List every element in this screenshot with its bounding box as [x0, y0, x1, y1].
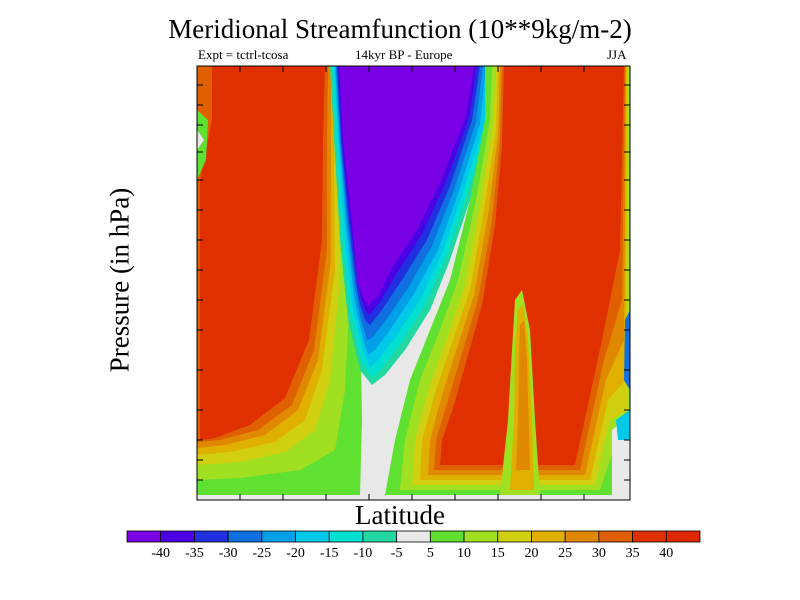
- y-ticks: [197, 84, 630, 481]
- left-edge-notch: [197, 110, 208, 180]
- colorbar-tick-label: 5: [427, 546, 434, 561]
- colorbar-swatch: [396, 530, 431, 543]
- x-axis-label: Latitude: [355, 500, 445, 530]
- x-ticks: [239, 66, 585, 500]
- colorbar-swatch: [632, 530, 667, 543]
- colorbar-swatch: [429, 530, 465, 543]
- colorbar-tick-label: -30: [219, 546, 238, 561]
- colorbar-tick-label: 15: [491, 546, 505, 561]
- colorbar: -40 -35 -30 -25 -20 -15 -10 -5 5 10 15 20 25 30 35 40: [126, 530, 701, 561]
- colorbar-tick-label: -25: [252, 546, 271, 561]
- colorbar-swatch: [497, 530, 532, 543]
- colorbar-swatch: [463, 530, 499, 543]
- colorbar-swatch: [227, 530, 263, 543]
- colorbar-tick-label: -40: [151, 546, 170, 561]
- colorbar-swatch: [564, 530, 600, 543]
- negative-cell: [330, 66, 495, 385]
- period-region-label: 14kyr BP - Europe: [355, 47, 453, 62]
- colorbar-tick-label: -5: [391, 546, 403, 561]
- left-positive-cell: [197, 66, 362, 495]
- colorbar-tick-label: 20: [524, 546, 538, 561]
- experiment-label: Expt = tctrl-tcosa: [198, 47, 289, 62]
- contour-field: [197, 66, 630, 500]
- chart-title: Meridional Streamfunction (10**9kg/m-2): [168, 14, 632, 44]
- colorbar-swatch: [598, 530, 633, 543]
- plot-frame: [196, 65, 631, 501]
- colorbar-swatch: [362, 530, 398, 543]
- colorbar-swatch: [328, 530, 364, 543]
- season-label: JJA: [607, 47, 627, 62]
- colorbar-tick-label: 10: [457, 546, 471, 561]
- colorbar-tick-label: -20: [286, 546, 305, 561]
- colorbar-tick-label: -10: [354, 546, 373, 561]
- colorbar-swatch: [261, 530, 296, 543]
- colorbar-tick-label: 30: [592, 546, 606, 561]
- colorbar-tick-label: -35: [185, 546, 204, 561]
- colorbar-swatch: [531, 530, 566, 543]
- colorbar-swatch: [126, 530, 162, 543]
- colorbar-tick-label: 25: [558, 546, 572, 561]
- colorbar-tick-label: 40: [659, 546, 673, 561]
- colorbar-swatch: [295, 530, 330, 543]
- colorbar-swatch: [665, 530, 701, 543]
- colorbar-swatch: [160, 530, 195, 543]
- colorbar-swatch: [194, 530, 229, 543]
- colorbar-tick-label: 35: [626, 546, 640, 561]
- colorbar-tick-label: -15: [320, 546, 339, 561]
- right-positive-region: [385, 66, 630, 495]
